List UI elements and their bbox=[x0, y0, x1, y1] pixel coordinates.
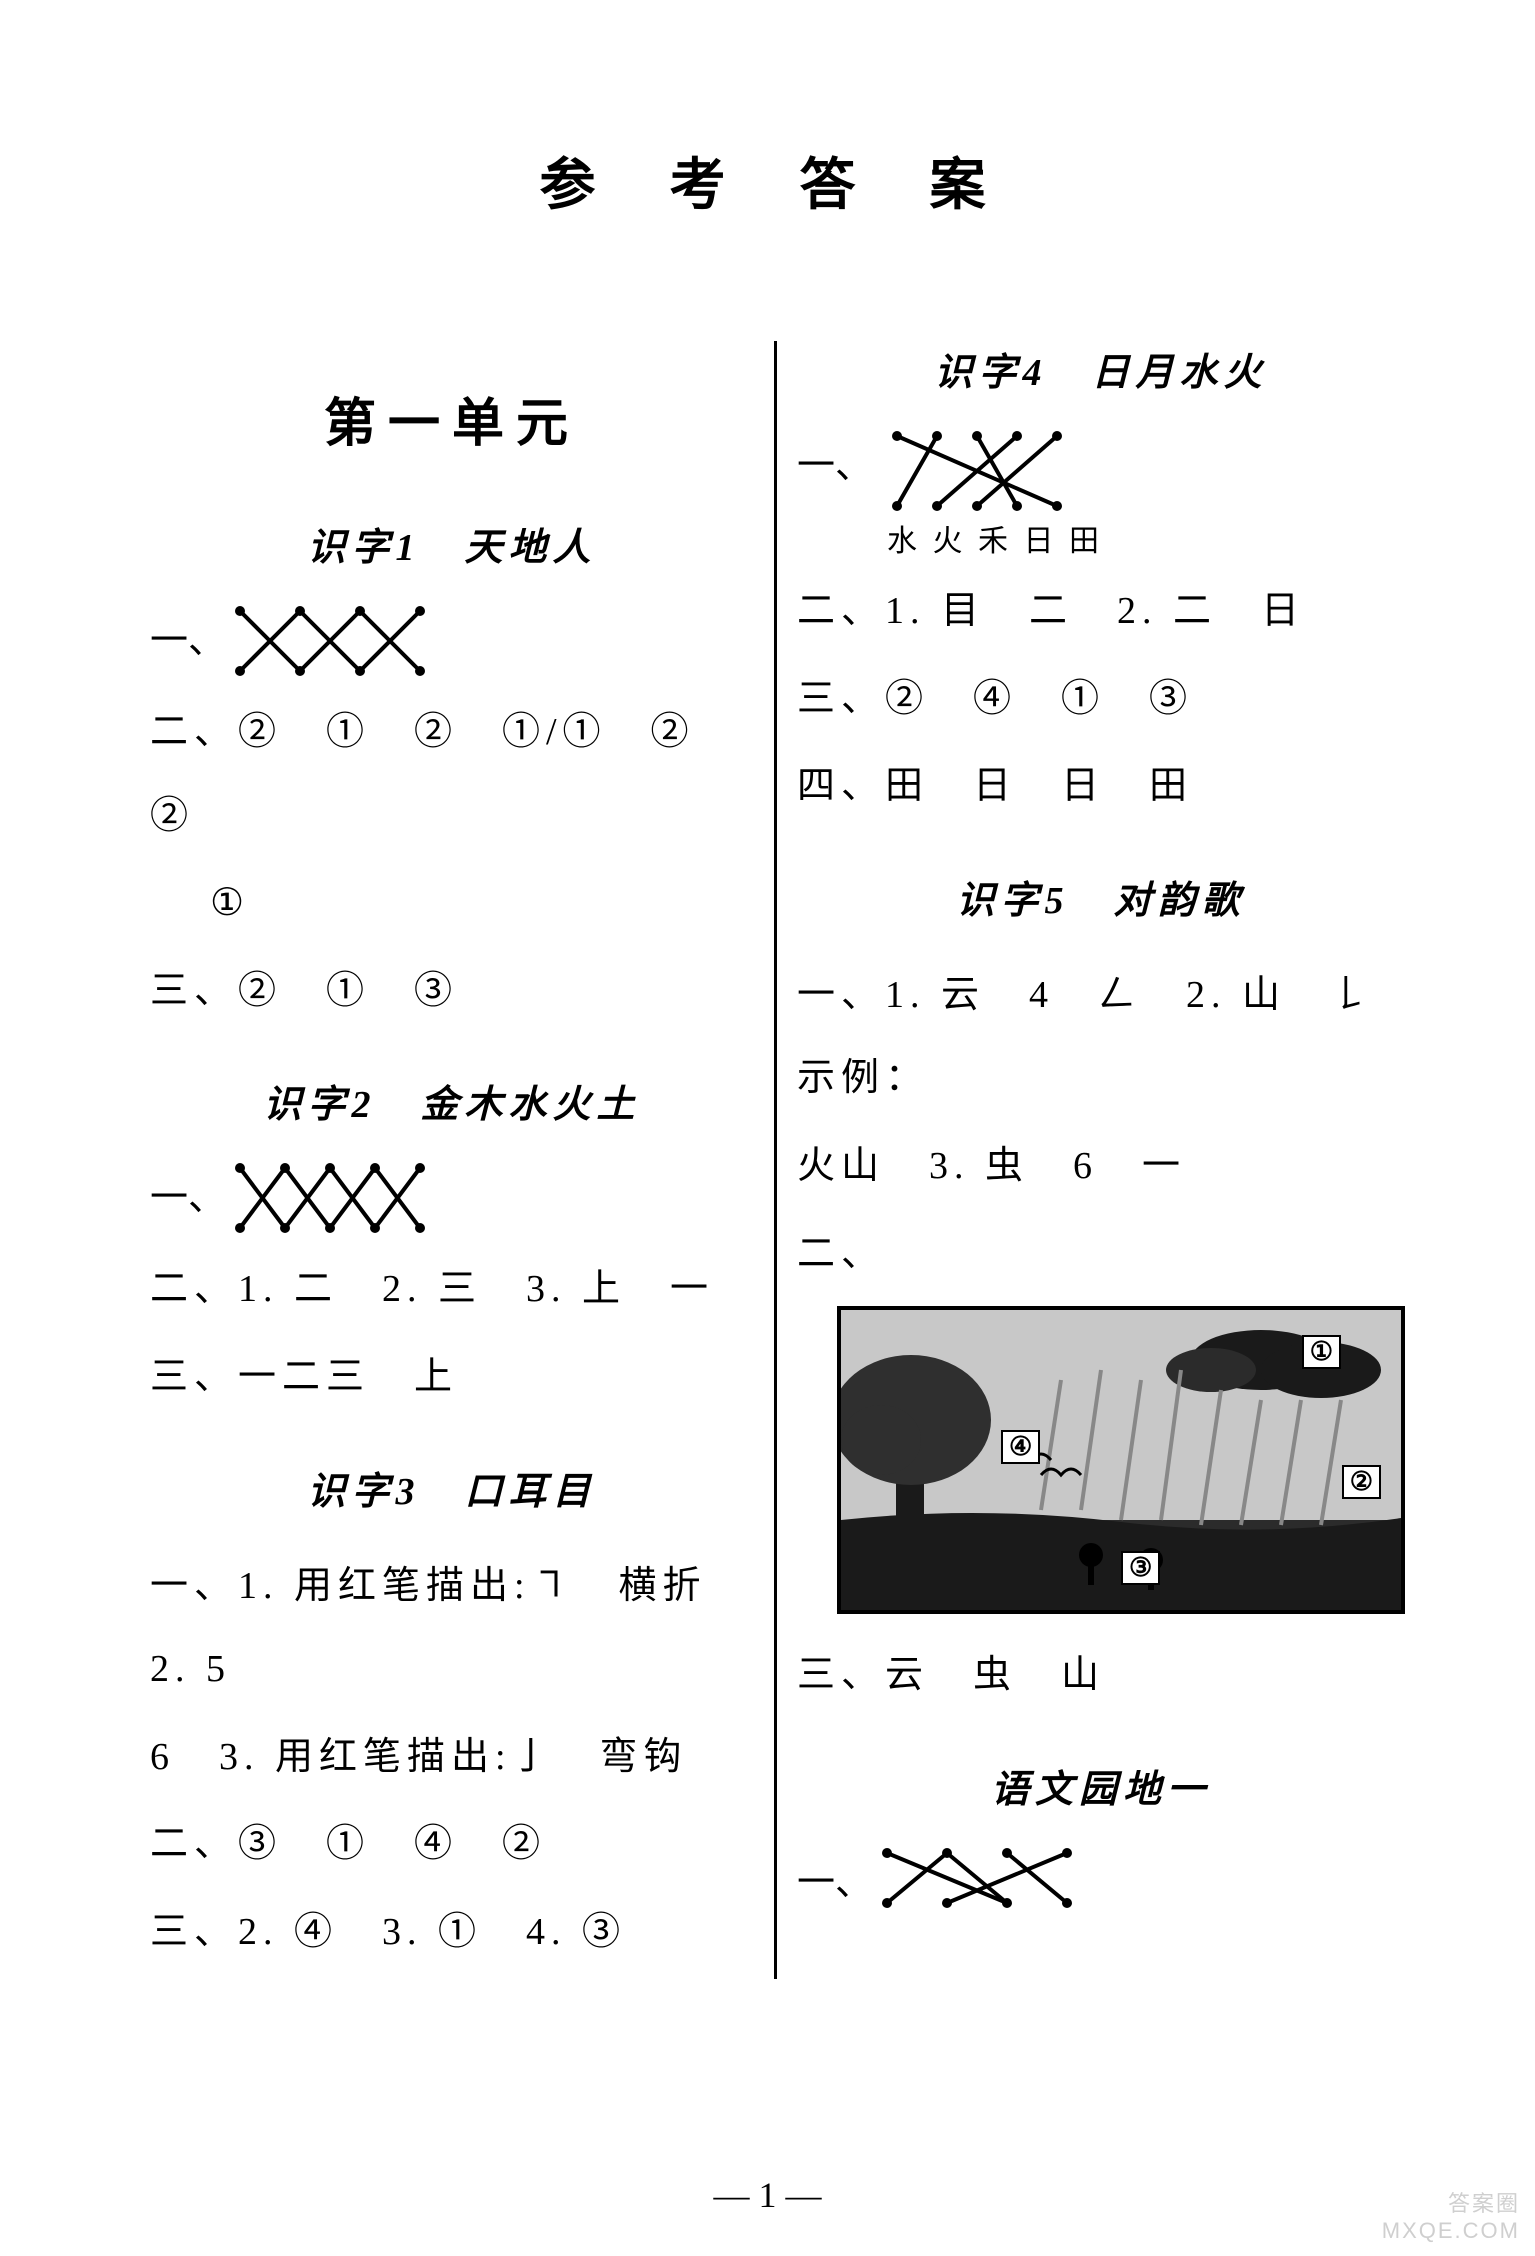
watermark: 答案圈 MXQE.COM bbox=[1382, 2191, 1520, 2244]
s1-l1-label: 一、 bbox=[150, 601, 226, 664]
scene-num-1: ① bbox=[1302, 1335, 1341, 1369]
s1-line3: 三、② ① ③ bbox=[150, 950, 754, 1034]
scene-num-4: ④ bbox=[1001, 1430, 1040, 1464]
s2-l1-label: 一、 bbox=[150, 1158, 226, 1221]
s2-line1: 一、 bbox=[150, 1158, 754, 1238]
s4-line1: 一、 bbox=[797, 426, 1405, 560]
s6-l1-label: 一、 bbox=[797, 1843, 873, 1906]
watermark-top: 答案圈 bbox=[1382, 2191, 1520, 2217]
cross-diagram-icon bbox=[230, 1158, 430, 1238]
s2-line2: 二、1. 二 2. 三 3. 上 一 bbox=[150, 1248, 754, 1332]
columns-container: 第一单元 识字1 天地人 一、 二、② ① ② ①/① ② ② bbox=[140, 341, 1415, 1979]
cross-diagram-icon bbox=[877, 1843, 1077, 1913]
s5-line2-label: 二、 bbox=[797, 1213, 1405, 1297]
watermark-bottom: MXQE.COM bbox=[1382, 2218, 1520, 2244]
section-6-title: 语文园地一 bbox=[797, 1758, 1405, 1813]
star-diagram-icon bbox=[877, 426, 1097, 516]
s4-l1-label: 一、 bbox=[797, 426, 873, 489]
section-5-title: 识字5 对韵歌 bbox=[797, 869, 1405, 924]
section-3-title: 识字3 口耳目 bbox=[150, 1460, 754, 1515]
s5-line3: 三、云 虫 山 bbox=[797, 1634, 1405, 1718]
s3-line1: 一、1. 用红笔描出:㇕ 横折 2. 5 bbox=[150, 1545, 754, 1712]
s3-line1b: 6 3. 用红笔描出:亅 弯钩 bbox=[150, 1716, 754, 1800]
s5-line1: 一、1. 云 4 𠃋 2. 山 𠄌 示例： bbox=[797, 954, 1405, 1121]
section-4-title: 识字4 日月水火 bbox=[797, 341, 1405, 396]
page-title: 参 考 答 案 bbox=[140, 140, 1415, 221]
s3-line3: 三、2. ④ 3. ① 4. ③ bbox=[150, 1891, 754, 1975]
left-column: 第一单元 识字1 天地人 一、 二、② ① ② ①/① ② ② bbox=[140, 341, 764, 1979]
section-1-title: 识字1 天地人 bbox=[150, 516, 754, 571]
cross-diagram-icon bbox=[230, 601, 450, 681]
s2-line3: 三、一二三 上 bbox=[150, 1336, 754, 1420]
column-divider bbox=[774, 341, 777, 1979]
s4-line2: 二、1. 目 二 2. 二 日 bbox=[797, 570, 1405, 654]
section-2-title: 识字2 金木水火土 bbox=[150, 1073, 754, 1128]
s1-line2: 二、② ① ② ①/① ② ② bbox=[150, 691, 754, 858]
s4-line3: 三、② ④ ① ③ bbox=[797, 658, 1405, 742]
scene-num-3: ③ bbox=[1121, 1551, 1160, 1585]
s6-line1: 一、 bbox=[797, 1843, 1405, 1913]
s4-char-row: 水 火 禾 日 田 bbox=[877, 516, 1103, 560]
s4-line4: 四、田 日 日 田 bbox=[797, 745, 1405, 829]
scene-num-2: ② bbox=[1342, 1465, 1381, 1499]
s1-line1: 一、 bbox=[150, 601, 754, 681]
page-number: — 1 — bbox=[0, 2174, 1535, 2216]
scene-illustration: ① ② ③ ④ bbox=[837, 1306, 1405, 1614]
s5-line1b: 火山 3. 虫 6 一 bbox=[797, 1125, 1405, 1209]
unit-title: 第一单元 bbox=[150, 381, 754, 456]
right-column: 识字4 日月水火 一、 bbox=[787, 341, 1415, 1979]
s1-line2b: ① bbox=[150, 862, 754, 946]
s3-line2: 二、③ ① ④ ② bbox=[150, 1803, 754, 1887]
